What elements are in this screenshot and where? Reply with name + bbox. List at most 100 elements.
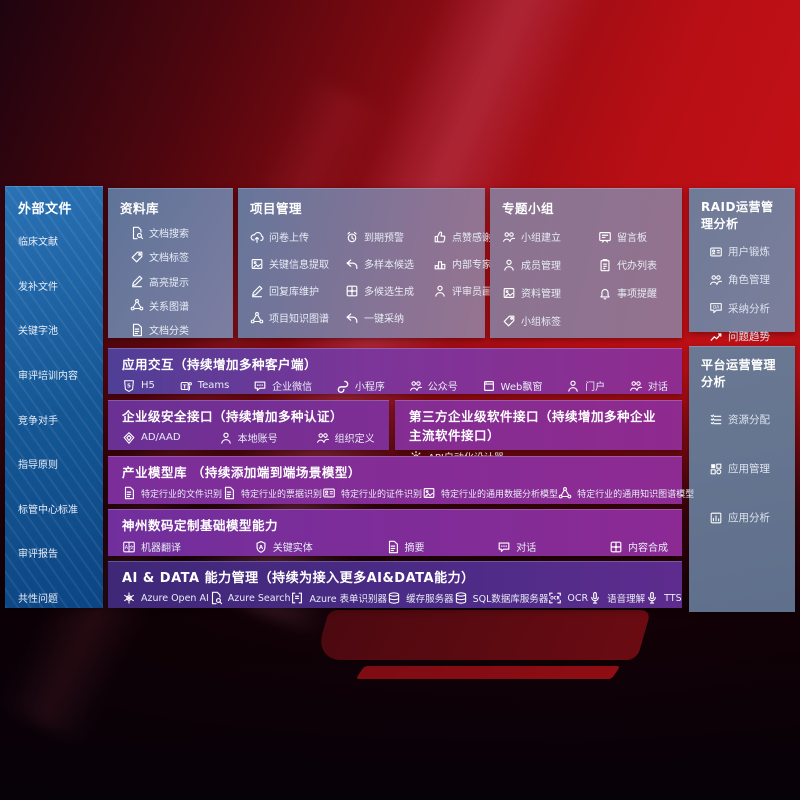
- list-item[interactable]: 多样本候选: [345, 256, 433, 271]
- list-item[interactable]: 问题趋势: [709, 329, 785, 344]
- list-item[interactable]: 特定行业的票据识别: [222, 486, 322, 500]
- list-item[interactable]: 指导原则: [18, 456, 103, 471]
- list-item[interactable]: Azure Search: [209, 591, 290, 605]
- group-tag-icon: [502, 314, 516, 328]
- list-item[interactable]: 共性问题: [18, 590, 103, 605]
- cloud-upload-icon: [250, 230, 264, 244]
- list-item[interactable]: 代办列表: [598, 257, 672, 272]
- list-item[interactable]: 关键信息提取: [250, 256, 345, 271]
- list-item[interactable]: 标管中心标准: [18, 501, 103, 516]
- item-label: 到期预警: [364, 233, 404, 244]
- item-label: OCR: [567, 592, 589, 604]
- list-item[interactable]: 特定行业的通用知识图谱模型: [558, 486, 694, 500]
- list-item[interactable]: 语音理解: [588, 591, 645, 605]
- list-item[interactable]: Azure 表单识别器: [290, 591, 387, 605]
- list-item[interactable]: 机器翻译: [122, 539, 181, 554]
- list-item[interactable]: 留言板: [598, 229, 672, 244]
- invoice-recog-icon: [222, 486, 236, 500]
- list-item[interactable]: 多候选生成: [345, 283, 433, 298]
- list-item[interactable]: H5: [122, 379, 155, 393]
- list-item[interactable]: 事项提醒: [598, 285, 672, 300]
- item-label: Teams: [197, 380, 230, 391]
- list-item[interactable]: 资料管理: [502, 285, 598, 300]
- list-item[interactable]: Azure Open AI: [122, 591, 209, 605]
- list-item[interactable]: 问卷上传: [250, 229, 345, 244]
- item-label: 代办列表: [617, 261, 657, 272]
- list-item[interactable]: 摘要: [386, 539, 425, 554]
- row-third-party-interface: 第三方企业级软件接口（持续增加多种企业主流软件接口） API自动化设计器: [395, 400, 682, 464]
- list-item[interactable]: 特定行业的证件识别: [322, 486, 422, 500]
- list-item[interactable]: 内容合成: [609, 539, 668, 554]
- list-item[interactable]: 小组建立: [502, 229, 598, 244]
- list-item[interactable]: 评审员画像: [433, 283, 512, 298]
- cache-server-icon: [387, 591, 401, 605]
- row-title: 企业级安全接口（持续增加多种认证）: [122, 409, 344, 424]
- external-files-list: 临床文献发补文件关键字池审评培训内容 竞争对手指导原则标管中心标准 审评报告共性问题: [18, 233, 103, 605]
- one-click-adopt-icon: [345, 311, 359, 325]
- panel-title: 资料库: [120, 201, 160, 216]
- list-item[interactable]: 到期预警: [345, 229, 433, 244]
- list-item[interactable]: 高亮提示: [130, 274, 223, 289]
- list-item[interactable]: 企业微信: [253, 378, 312, 393]
- list-item[interactable]: 角色管理: [709, 272, 785, 287]
- data-model-icon: [422, 486, 436, 500]
- list-item[interactable]: 应用分析: [709, 510, 785, 525]
- list-item[interactable]: 文档分类: [130, 322, 223, 337]
- list-item[interactable]: AD/AAD: [122, 431, 181, 445]
- item-label: 内容合成: [628, 543, 668, 554]
- list-item[interactable]: Web飘窗: [482, 378, 542, 393]
- wechat-work-icon: [253, 379, 267, 393]
- list-item[interactable]: 缓存服务器: [387, 591, 454, 605]
- row-title: 产业模型库 （持续添加端到端场景模型）: [122, 465, 361, 480]
- list-item[interactable]: 小组标签: [502, 313, 598, 328]
- list-item[interactable]: 关系图谱: [130, 298, 223, 313]
- row-title: 应用交互（持续增加多种客户端）: [122, 357, 318, 372]
- highlight-pencil-icon: [130, 274, 144, 288]
- list-item[interactable]: 项目知识图谱: [250, 310, 345, 325]
- list-item[interactable]: 竞争对手: [18, 412, 103, 427]
- list-item[interactable]: 小程序: [336, 378, 385, 393]
- list-item[interactable]: 关键实体: [254, 539, 313, 554]
- list-item[interactable]: 采纳分析: [709, 301, 785, 316]
- bottom-red-shape: [314, 610, 652, 660]
- item-label: 审评报告: [18, 549, 58, 561]
- list-item[interactable]: 应用管理: [709, 461, 785, 476]
- list-item[interactable]: 文档标签: [130, 249, 223, 264]
- list-item[interactable]: 门户: [566, 378, 605, 393]
- list-item[interactable]: 成员管理: [502, 257, 598, 272]
- local-account-icon: [219, 431, 233, 445]
- list-item[interactable]: 用户锻炼: [709, 244, 785, 259]
- list-item[interactable]: 发补文件: [18, 278, 103, 293]
- item-label: 点赞感谢: [452, 233, 492, 244]
- list-item[interactable]: 点赞感谢: [433, 229, 512, 244]
- panel-external-files: 外部文件 临床文献 发补文件 关键字池 审评培训内容 竞争对手 指导原则 标管中心标准 审评报…: [5, 186, 103, 608]
- list-item[interactable]: 审评报告: [18, 545, 103, 560]
- list-item[interactable]: Teams: [179, 379, 230, 393]
- group-create-icon: [502, 230, 516, 244]
- list-item[interactable]: 资源分配: [709, 412, 785, 427]
- list-item[interactable]: SQL数据库服务器: [454, 591, 548, 605]
- list-item[interactable]: 公众号: [409, 378, 458, 393]
- list-item[interactable]: 特定行业的文件识别: [122, 486, 222, 500]
- list-item[interactable]: 关键字池: [18, 322, 103, 337]
- list-item[interactable]: 特定行业的通用数据分析模型: [422, 486, 558, 500]
- list-item[interactable]: OCR: [548, 591, 588, 605]
- list-item[interactable]: TTS: [645, 591, 682, 605]
- list-item[interactable]: 组织定义: [316, 430, 375, 445]
- item-label: 应用管理: [728, 463, 770, 475]
- item-label: 评审员画像: [452, 287, 502, 298]
- list-item[interactable]: 审评培训内容: [18, 367, 103, 382]
- list-item[interactable]: 对话: [497, 539, 536, 554]
- list-item[interactable]: 本地账号: [219, 430, 278, 445]
- list-item[interactable]: 临床文献: [18, 233, 103, 248]
- list-item[interactable]: 文档搜索: [130, 225, 223, 240]
- list-item[interactable]: 内部专家排名: [433, 256, 512, 271]
- list-item[interactable]: 回复库维护: [250, 283, 345, 298]
- row-title: 第三方企业级软件接口（持续增加多种企业主流软件接口）: [409, 409, 657, 443]
- list-item[interactable]: 对话: [629, 378, 668, 393]
- list-item[interactable]: 一键采纳: [345, 310, 433, 325]
- bottom-red-bar: [355, 666, 621, 679]
- item-label: 机器翻译: [141, 543, 181, 554]
- sql-server-icon: [454, 591, 468, 605]
- item-label: 角色管理: [728, 274, 770, 287]
